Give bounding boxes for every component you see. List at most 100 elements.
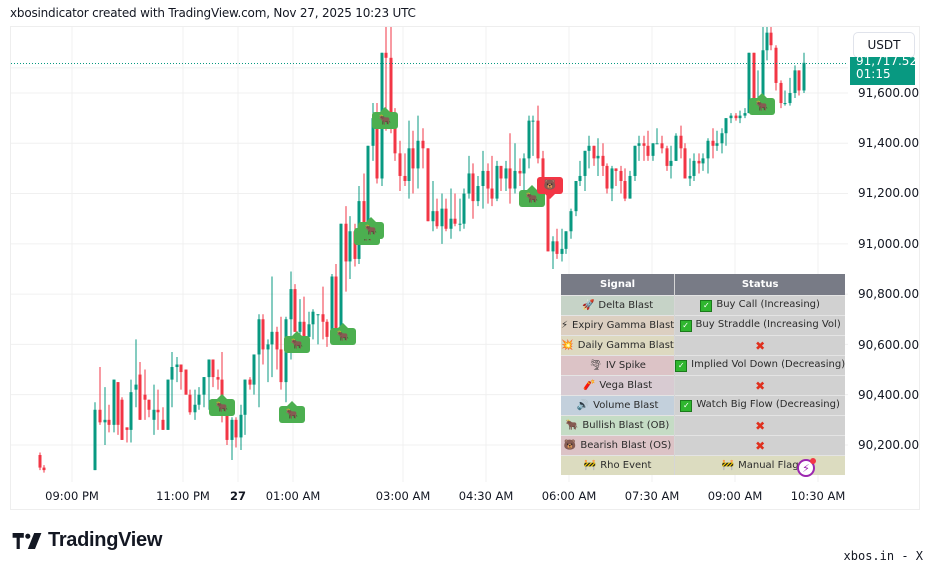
signal-name: Volume Blast	[593, 400, 659, 411]
candle	[467, 173, 471, 194]
candle	[669, 160, 673, 166]
bull-signal-marker: 🐂	[279, 401, 305, 423]
time-label: 07:30 AM	[624, 489, 680, 503]
candle	[440, 208, 444, 227]
candle	[166, 379, 170, 430]
bull-signal-marker: 🐂	[284, 331, 310, 353]
candle	[112, 379, 116, 425]
signal-name-cell: 🔊 Volume Blast	[561, 395, 676, 416]
candle	[738, 115, 742, 119]
candle	[793, 70, 797, 93]
candle	[129, 392, 133, 430]
candle	[720, 133, 724, 144]
status-text: Buy Straddle (Increasing Vol)	[695, 319, 841, 330]
candle	[614, 168, 618, 171]
candle	[216, 377, 220, 380]
candle	[93, 409, 97, 471]
candle	[802, 62, 806, 91]
status-text: Watch Big Flow (Decreasing)	[696, 399, 840, 410]
candle	[747, 52, 751, 114]
barrier-icon: 🚧	[583, 460, 597, 471]
candle	[170, 367, 174, 380]
candle	[353, 231, 357, 259]
candle	[674, 135, 678, 161]
candle	[596, 155, 600, 159]
cross-icon: ✖	[755, 418, 766, 433]
candle	[619, 170, 623, 181]
signal-row: 🐻 Bearish Blast (OS) ✖	[561, 435, 846, 456]
candle	[302, 321, 306, 337]
candle	[334, 276, 338, 330]
lightning-alert-icon[interactable]: ⚡	[797, 458, 816, 477]
price-label: 91,000.00	[858, 237, 920, 251]
signal-status-cell: ✓ Implied Vol Down (Decreasing)	[674, 355, 846, 376]
status-text: Manual Flag	[738, 460, 799, 471]
candle	[665, 148, 669, 166]
signal-name: Expiry Gamma Blast	[572, 320, 675, 331]
price-label: 90,600.00	[858, 338, 920, 352]
price-label: 91,200.00	[858, 186, 920, 200]
candle	[481, 170, 485, 187]
candle	[325, 321, 329, 337]
status-text: Buy Call (Increasing)	[716, 299, 820, 310]
tradingview-logo[interactable]: TradingView	[12, 529, 162, 552]
candle	[42, 467, 46, 471]
candle	[161, 419, 165, 430]
candle	[147, 399, 151, 410]
signal-row: 💥 Daily Gamma Blast ✖	[561, 335, 846, 356]
checkmark-icon: ✓	[680, 400, 693, 412]
candle	[546, 191, 550, 252]
candle	[188, 394, 192, 413]
candle	[298, 321, 302, 332]
candle	[311, 311, 315, 325]
candle	[513, 170, 517, 189]
checkmark-icon: ✓	[679, 320, 692, 332]
candle	[143, 394, 147, 400]
candle	[38, 455, 42, 468]
candle	[289, 289, 293, 320]
firecracker-icon: 🧨	[582, 380, 596, 391]
candle	[583, 150, 587, 176]
candle	[536, 120, 540, 159]
candle	[706, 140, 710, 159]
bear-icon: 🐻	[563, 440, 577, 451]
time-label: 01:00 AM	[265, 489, 321, 503]
candle	[248, 379, 252, 385]
currency-button[interactable]: USDT	[853, 32, 915, 58]
signal-name-cell: 🚧 Rho Event	[561, 455, 676, 475]
candle	[398, 153, 402, 176]
last-price-tag: 91,717.52 01:15	[850, 57, 915, 85]
candle	[321, 314, 325, 322]
time-label: 09:00 AM	[707, 489, 763, 503]
candle	[692, 160, 696, 176]
candle	[531, 120, 535, 122]
candle	[683, 148, 687, 179]
candle	[211, 359, 215, 378]
candle	[407, 148, 411, 181]
candle	[471, 173, 475, 202]
signal-name: Bullish Blast (OB)	[582, 420, 670, 431]
bull-signal-marker: 🐂	[372, 107, 398, 129]
candle	[495, 165, 499, 199]
bar-countdown: 01:15	[856, 67, 891, 81]
candle	[587, 145, 591, 151]
signal-name: Vega Blast	[599, 380, 653, 391]
price-label: 90,400.00	[858, 388, 920, 402]
time-label: 10:30 AM	[790, 489, 846, 503]
candle	[275, 331, 279, 350]
watermark: xbos.in - X	[843, 549, 923, 563]
candle	[344, 223, 348, 262]
signal-name: IV Spike	[605, 360, 646, 371]
signal-status-cell: ✖	[674, 415, 846, 436]
signal-row: 🐂 Bullish Blast (OB) ✖	[561, 415, 846, 436]
candle	[783, 103, 787, 105]
explosion-icon: 💥	[561, 340, 574, 351]
tradingview-logo-icon	[12, 532, 42, 549]
candle	[389, 57, 393, 119]
chart-caption: xbosindicator created with TradingView.c…	[10, 6, 416, 20]
candle	[431, 211, 435, 222]
candle	[239, 414, 243, 438]
candle	[230, 419, 234, 440]
candle	[421, 140, 425, 149]
candle	[449, 218, 453, 229]
